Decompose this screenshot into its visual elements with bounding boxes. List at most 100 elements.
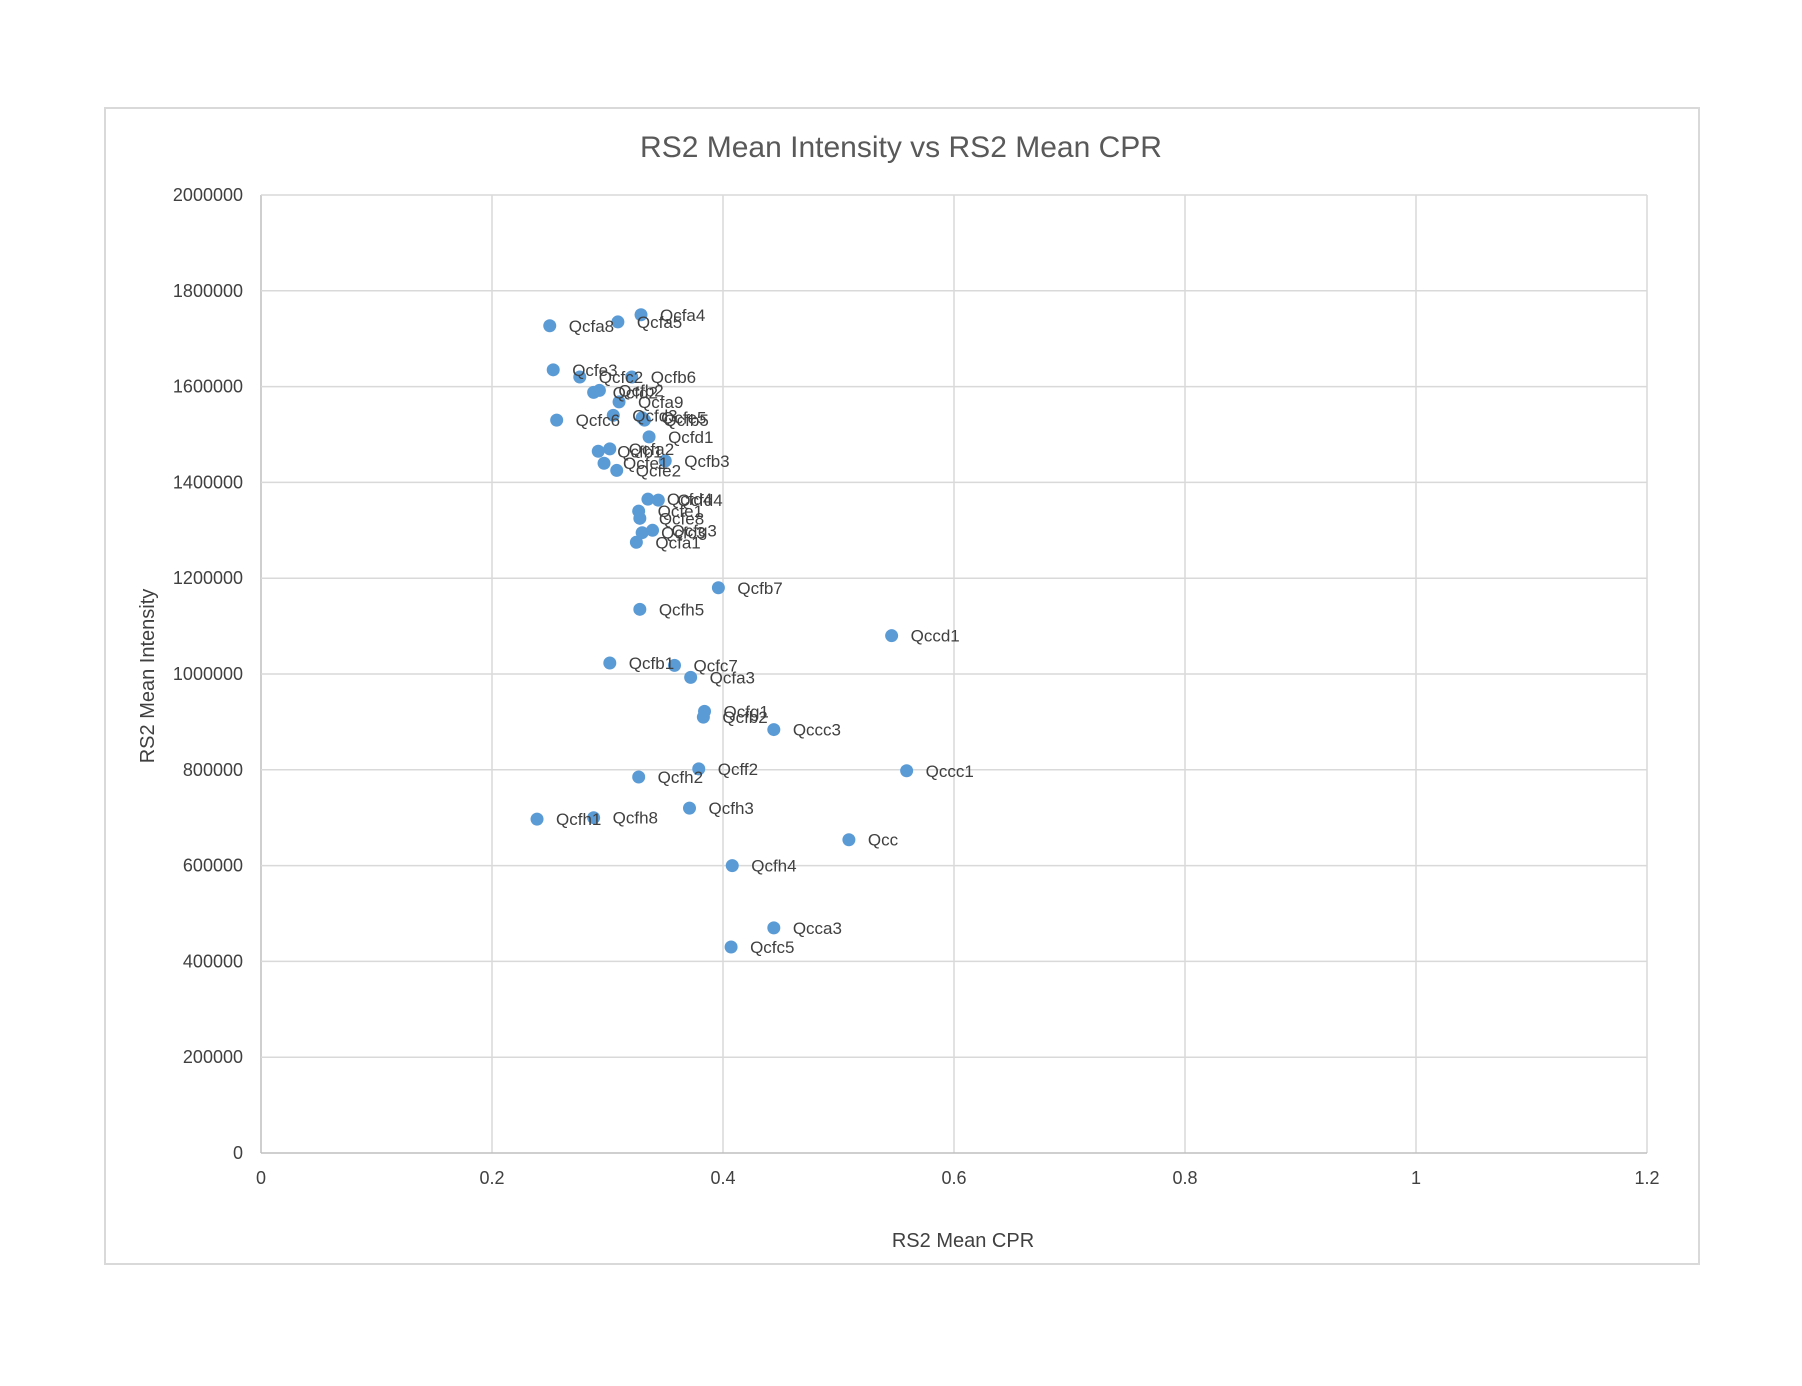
data-point bbox=[625, 370, 639, 384]
data-label: Qcfa5 bbox=[637, 313, 682, 332]
data-label: Qcfg3 bbox=[672, 521, 717, 540]
data-label: Qcfa4 bbox=[660, 306, 705, 325]
data-point bbox=[573, 370, 587, 384]
data-point bbox=[530, 812, 544, 826]
data-label: Qcfh4 bbox=[751, 857, 796, 876]
data-point bbox=[633, 511, 647, 525]
data-label: Qcfc2 bbox=[599, 368, 643, 387]
data-point bbox=[632, 770, 646, 784]
data-point bbox=[725, 859, 739, 873]
y-tick-label: 1000000 bbox=[173, 664, 243, 684]
y-tick-label: 1600000 bbox=[173, 377, 243, 397]
data-label: Qcfb5 bbox=[663, 411, 708, 430]
data-label: Qcfc6 bbox=[576, 411, 620, 430]
scatter-chart: 0 0.2 0.4 0.6 0.8 1 1.2 0 200000 400000 600000 8000… bbox=[137, 131, 1660, 1252]
data-point bbox=[646, 523, 660, 537]
data-point bbox=[633, 602, 647, 616]
data-label: Qcc bbox=[868, 831, 899, 850]
chart-title: RS2 Mean Intensity vs RS2 Mean CPR bbox=[640, 131, 1162, 164]
data-point bbox=[683, 801, 697, 815]
data-label: Qcfd1 bbox=[668, 428, 713, 447]
data-point bbox=[606, 408, 620, 422]
y-tick-label: 2000000 bbox=[173, 185, 243, 205]
point-layer bbox=[530, 308, 914, 954]
data-point bbox=[696, 710, 710, 724]
tick-layer: 0 0.2 0.4 0.6 0.8 1 1.2 0 200000 400000 600000 8000… bbox=[173, 185, 1660, 1188]
data-label: Qcfe8 bbox=[659, 509, 704, 528]
data-label: Qcfh8 bbox=[613, 809, 658, 828]
x-tick-label: 1 bbox=[1411, 1168, 1421, 1188]
data-label: Qcfa8 bbox=[569, 317, 614, 336]
chart-frame: 0 0.2 0.4 0.6 0.8 1 1.2 0 200000 400000 600000 8000… bbox=[104, 107, 1700, 1265]
x-tick-label: 1.2 bbox=[1634, 1168, 1659, 1188]
data-point bbox=[692, 762, 706, 776]
data-label: Qcfb2 bbox=[618, 381, 663, 400]
data-point bbox=[610, 463, 624, 477]
data-label: Qcca3 bbox=[793, 919, 842, 938]
data-label: Qcfc3 bbox=[661, 524, 705, 543]
data-point bbox=[641, 492, 655, 506]
data-point bbox=[634, 308, 648, 322]
data-point bbox=[550, 413, 564, 427]
data-label: Qcfe1 bbox=[623, 454, 668, 473]
data-label: Qcfa9 bbox=[638, 393, 683, 412]
y-axis-label: RS2 Mean Intensity bbox=[137, 589, 159, 764]
data-label: Qcfd2 bbox=[613, 383, 658, 402]
data-point bbox=[637, 413, 651, 427]
data-label: Qcfe3 bbox=[572, 361, 617, 380]
data-label: Qcfb2 bbox=[722, 708, 767, 727]
data-point bbox=[611, 315, 625, 329]
grid-layer bbox=[260, 194, 1648, 1154]
data-point bbox=[587, 811, 601, 825]
data-point bbox=[635, 526, 649, 540]
data-label: Qcfh3 bbox=[709, 799, 754, 818]
data-label: Qcfb1 bbox=[617, 442, 662, 461]
data-label: Qcfg1 bbox=[724, 702, 769, 721]
data-point bbox=[642, 430, 656, 444]
data-point bbox=[724, 940, 738, 954]
data-label: Qcfc7 bbox=[693, 656, 737, 675]
data-label: Qcff2 bbox=[718, 760, 758, 779]
data-point bbox=[629, 535, 643, 549]
y-tick-label: 1200000 bbox=[173, 568, 243, 588]
data-point bbox=[767, 723, 781, 737]
data-label: Qcfh5 bbox=[659, 600, 704, 619]
data-point bbox=[546, 363, 560, 377]
data-point bbox=[842, 833, 856, 847]
data-label: Qcfd4 bbox=[667, 490, 712, 509]
data-label: Qcfe1 bbox=[658, 502, 703, 521]
data-point bbox=[767, 921, 781, 935]
data-label: Qcfb6 bbox=[651, 368, 696, 387]
data-point bbox=[603, 656, 617, 670]
x-tick-label: 0.6 bbox=[941, 1168, 966, 1188]
x-tick-label: 0.2 bbox=[479, 1168, 504, 1188]
data-label: Qcfd3 bbox=[632, 406, 677, 425]
y-tick-label: 800000 bbox=[183, 760, 243, 780]
data-label: Qcfb3 bbox=[684, 452, 729, 471]
data-label: Qcfh1 bbox=[556, 810, 601, 829]
data-label: Qcfe5 bbox=[661, 409, 706, 428]
data-label: Qcfb7 bbox=[737, 579, 782, 598]
data-label: Qccd1 bbox=[911, 627, 960, 646]
data-point bbox=[592, 383, 606, 397]
data-point bbox=[711, 581, 725, 595]
data-point bbox=[597, 456, 611, 470]
data-label: Qccc3 bbox=[793, 721, 841, 740]
data-point bbox=[543, 319, 557, 333]
data-point bbox=[900, 764, 914, 778]
data-point bbox=[612, 395, 626, 409]
y-tick-label: 0 bbox=[233, 1143, 243, 1163]
data-label: Qcfa3 bbox=[710, 668, 755, 687]
y-tick-label: 600000 bbox=[183, 856, 243, 876]
data-label: Qcfa2 bbox=[629, 440, 674, 459]
data-label: Qcfh2 bbox=[658, 768, 703, 787]
data-point bbox=[684, 670, 698, 684]
y-tick-label: 1800000 bbox=[173, 281, 243, 301]
data-label: Qcfb1 bbox=[629, 654, 674, 673]
y-tick-label: 200000 bbox=[183, 1047, 243, 1067]
x-tick-label: 0 bbox=[256, 1168, 266, 1188]
data-point bbox=[591, 444, 605, 458]
x-axis-label: RS2 Mean CPR bbox=[892, 1230, 1034, 1252]
data-label: Qcfc5 bbox=[750, 938, 794, 957]
